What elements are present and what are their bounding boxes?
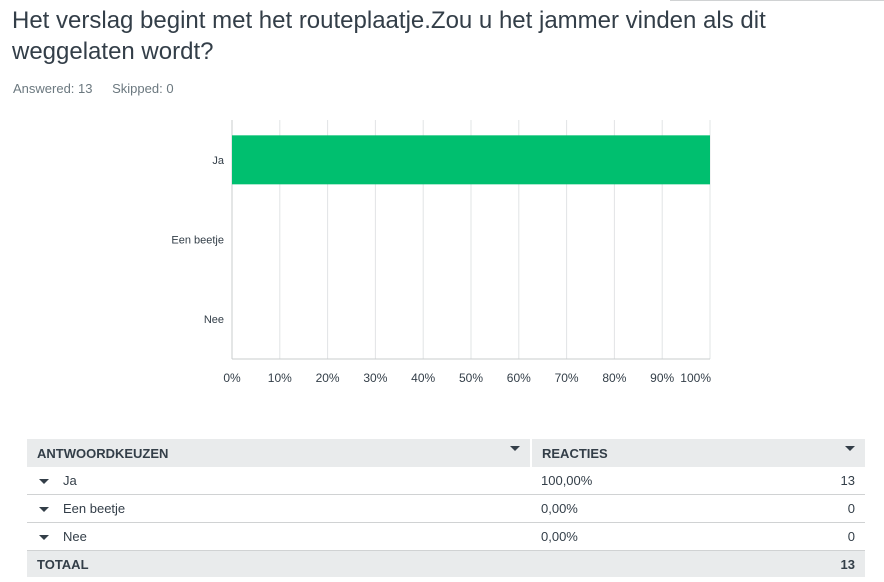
sort-caret-icon[interactable] [510, 445, 520, 451]
header-responses-label: REACTIES [542, 445, 608, 461]
row-count: 13 [756, 467, 865, 495]
bar [232, 135, 710, 185]
x-tick-label: 80% [602, 371, 626, 385]
row-percent: 100,00% [531, 467, 757, 495]
answered-count: Answered: 13 [13, 81, 93, 96]
bar-chart: 0% 10% 20% 30% 40% 50% 60% 70% 80% 90% 100% Ja Een b… [171, 120, 711, 385]
x-tick-label: 0% [223, 371, 241, 385]
row-percent: 0,00% [531, 494, 757, 523]
x-tick-label: 30% [363, 371, 387, 385]
row-label: Nee [63, 529, 87, 544]
row-label: Ja [63, 473, 77, 488]
top-divider [670, 0, 884, 1]
category-label: Ja [212, 155, 225, 167]
expand-caret-icon[interactable] [39, 507, 49, 513]
category-label: Een beetje [171, 235, 224, 247]
expand-caret-icon[interactable] [39, 535, 49, 541]
table-row: Ja 100,00% 13 [27, 467, 865, 495]
question-title: Het verslag begint met het routeplaatje.… [12, 7, 766, 65]
row-percent: 0,00% [531, 522, 757, 551]
x-tick-label: 90% [650, 371, 674, 385]
total-row: TOTAAL 13 [27, 550, 865, 577]
expand-caret-icon[interactable] [39, 479, 49, 485]
total-label: TOTAAL [27, 550, 531, 577]
table-row: Nee 0,00% 0 [27, 522, 865, 551]
total-count: 13 [756, 550, 865, 577]
table-row: Een beetje 0,00% 0 [27, 494, 865, 523]
results-table: ANTWOORDKEUZEN REACTIES Ja 100,00% 13 Ee… [27, 439, 865, 577]
skipped-count: Skipped: 0 [112, 81, 174, 96]
category-label: Nee [204, 314, 224, 326]
header-choices[interactable]: ANTWOORDKEUZEN [27, 439, 531, 467]
x-tick-label: 50% [459, 371, 483, 385]
sort-caret-icon[interactable] [845, 445, 855, 451]
x-tick-label: 20% [316, 371, 340, 385]
row-label: Een beetje [63, 501, 126, 516]
header-choices-label: ANTWOORDKEUZEN [37, 445, 169, 461]
row-count: 0 [756, 494, 865, 523]
x-tick-label: 60% [507, 371, 531, 385]
x-tick-label: 70% [555, 371, 579, 385]
x-tick-label: 100% [680, 371, 711, 385]
x-tick-label: 10% [268, 371, 292, 385]
x-tick-label: 40% [411, 371, 435, 385]
response-stats: Answered: 13 Skipped: 0 [13, 81, 190, 96]
header-responses[interactable]: REACTIES [530, 439, 865, 467]
row-count: 0 [756, 522, 865, 551]
